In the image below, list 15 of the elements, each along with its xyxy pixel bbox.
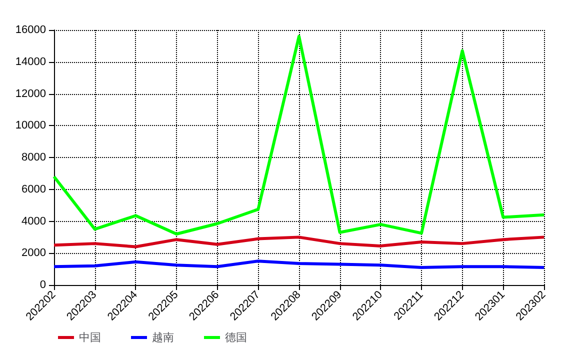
y-tick-label: 10000	[15, 120, 46, 132]
legend-label: 德国	[225, 331, 247, 344]
y-tick-label: 14000	[15, 56, 46, 68]
y-tick-label: 8000	[22, 152, 46, 164]
legend-label: 越南	[152, 331, 174, 344]
line-series	[52, 236, 546, 248]
y-tick-label: 4000	[22, 215, 46, 228]
y-tick-label: 0	[40, 279, 46, 291]
y-tick-label: 12000	[15, 88, 46, 100]
line-series	[52, 260, 546, 269]
y-tick-label: 2000	[22, 247, 46, 260]
legend-label: 中国	[79, 331, 101, 344]
y-tick-label: 16000	[15, 24, 46, 36]
line-series	[52, 34, 546, 236]
y-tick-label: 6000	[22, 183, 46, 196]
